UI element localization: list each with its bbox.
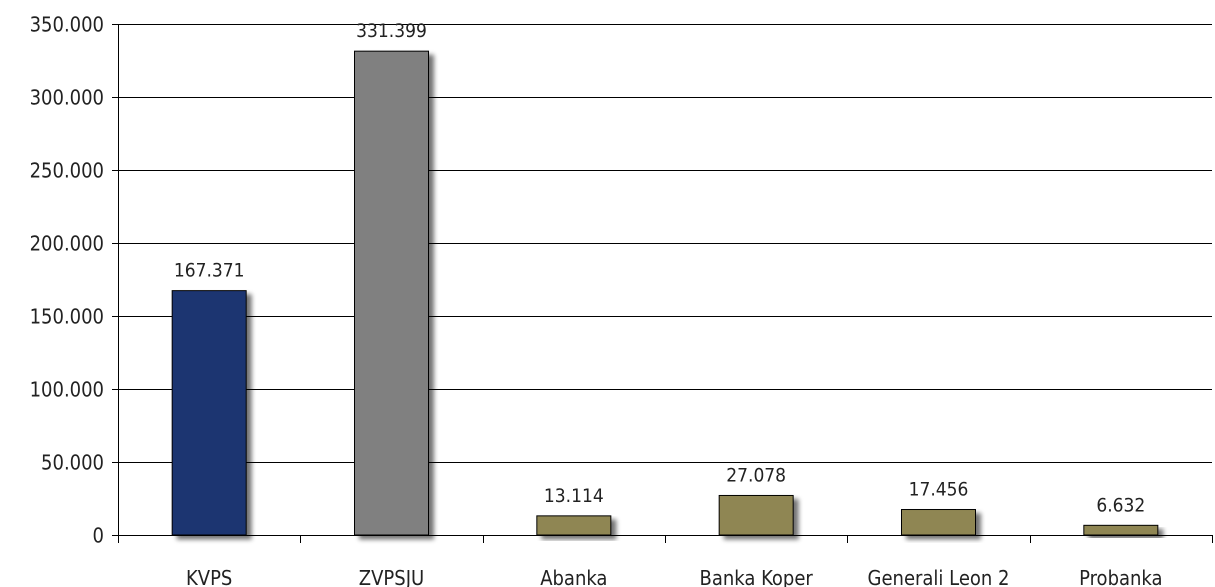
y-tick-label: 350.000 (30, 13, 104, 37)
data-label: 27.078 (726, 464, 786, 486)
data-label: 17.456 (909, 479, 969, 501)
gridlines (118, 24, 1212, 463)
bar-kvps (171, 290, 247, 536)
data-label: 13.114 (544, 485, 604, 507)
y-tick-label: 200.000 (30, 232, 104, 256)
bar-abanka (536, 515, 612, 536)
x-category-label: KVPS (186, 566, 232, 587)
axes (112, 24, 1213, 543)
x-category-label: ZVPSJU (359, 566, 424, 587)
bar-banka-koper (718, 494, 794, 536)
x-category-label: Generali Leon 2 (868, 566, 1010, 587)
bar-zvpsju (354, 50, 429, 536)
data-label: 6.632 (1096, 494, 1145, 516)
bars (171, 50, 1159, 536)
data-label: 167.371 (174, 260, 245, 282)
x-category-label: Abanka (540, 566, 607, 587)
bar-generali-leon-2 (901, 509, 976, 536)
x-category-label: Probanka (1079, 566, 1162, 587)
y-tick-label: 0 (93, 524, 104, 548)
y-tick-label: 250.000 (30, 159, 104, 183)
bar-probanka (1083, 524, 1159, 536)
y-tick-label: 100.000 (30, 378, 104, 402)
x-category-label: Banka Koper (700, 566, 814, 587)
y-tick-label: 50.000 (41, 451, 104, 475)
y-tick-label: 150.000 (30, 305, 104, 329)
y-tick-label: 300.000 (30, 86, 104, 110)
labels: 0 50.000 100.000 150.000 200.000 250.000 300.0… (30, 13, 1163, 587)
data-label: 331.399 (356, 20, 427, 42)
